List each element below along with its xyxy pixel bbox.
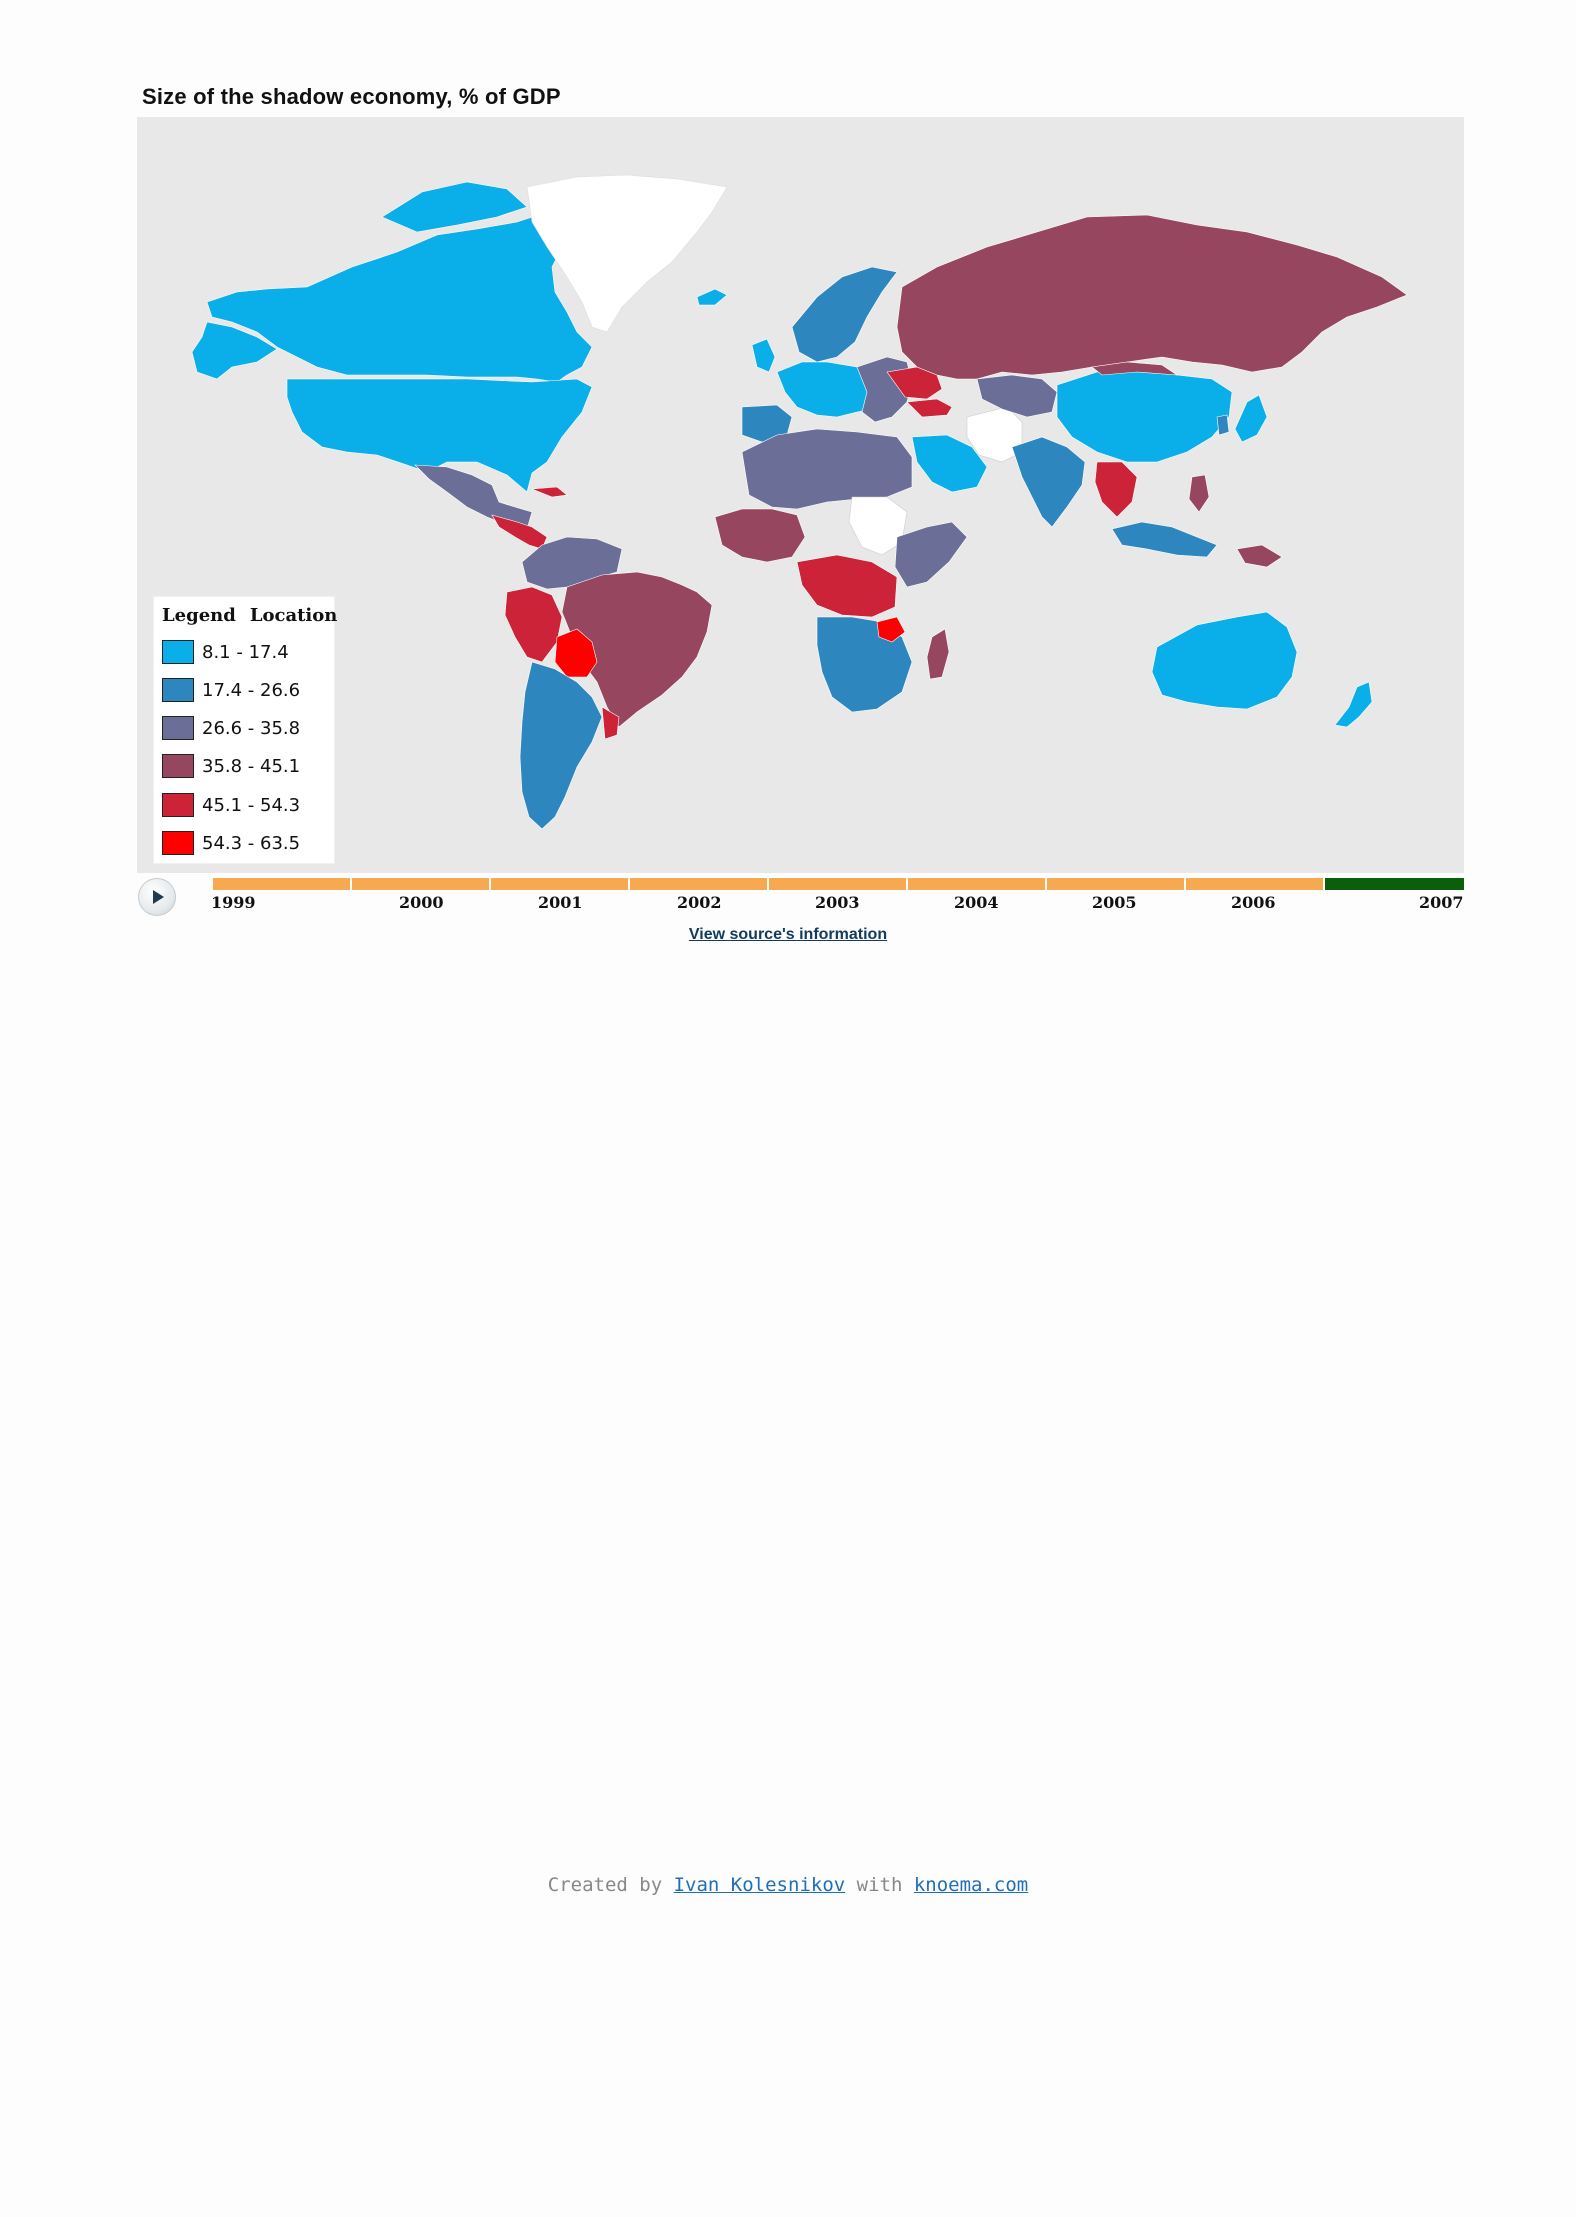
region-scandinavia[interactable] (791, 266, 898, 363)
timeline-year-label[interactable]: 2000 (399, 893, 444, 912)
timeline-segment-2005[interactable] (1047, 878, 1186, 890)
timeline-segment-2006[interactable] (1186, 878, 1325, 890)
region-usa[interactable] (286, 378, 593, 493)
region-central-africa[interactable] (796, 554, 898, 618)
region-china[interactable] (1056, 368, 1233, 463)
region-turkey-caucasus[interactable] (906, 398, 953, 418)
world-map[interactable] (137, 117, 1464, 873)
timeline-segment-2007[interactable] (1325, 878, 1464, 890)
timeline-year-label[interactable]: 2003 (815, 893, 860, 912)
legend-item[interactable]: 8.1 - 17.4 (162, 639, 289, 665)
region-japan[interactable] (1234, 394, 1268, 443)
region-uk-ireland[interactable] (751, 338, 776, 373)
region-new-zealand[interactable] (1334, 681, 1373, 728)
legend-header-location: Location (249, 605, 338, 626)
legend-panel: Legend Location 8.1 - 17.4 17.4 - 26.6 26… (153, 596, 337, 864)
legend-item-label: 8.1 - 17.4 (202, 641, 289, 663)
region-saudi[interactable] (911, 434, 988, 493)
legend-header: Legend Location (162, 605, 351, 626)
region-uruguay-paraguay[interactable] (601, 706, 620, 740)
legend-item[interactable]: 35.8 - 45.1 (162, 753, 300, 779)
timeline-segment-1999[interactable] (213, 878, 352, 890)
play-button[interactable] (138, 878, 176, 916)
credit-middle: with (845, 1874, 914, 1896)
credit-line: Created by Ivan Kolesnikov with knoema.c… (0, 1874, 1576, 1896)
region-mongolia[interactable] (1091, 361, 1179, 376)
legend-item-label: 35.8 - 45.1 (202, 755, 301, 777)
region-canada-islands[interactable] (381, 181, 528, 233)
region-central-asia[interactable] (976, 374, 1058, 418)
region-bolivia[interactable] (554, 628, 598, 678)
region-venezuela-colombia[interactable] (521, 536, 623, 590)
legend-swatch (162, 754, 194, 778)
timeline-year-label[interactable]: 2006 (1231, 893, 1276, 912)
timeline-year-label[interactable]: 2002 (677, 893, 722, 912)
region-caribbean[interactable] (531, 486, 568, 498)
view-source-link-text[interactable]: View source's information (688, 926, 888, 943)
region-greenland[interactable] (526, 174, 728, 333)
timeline-year-label[interactable]: 2004 (954, 893, 999, 912)
region-philippines[interactable] (1188, 474, 1210, 513)
legend-item[interactable]: 17.4 - 26.6 (162, 677, 300, 703)
region-argentina-chile[interactable] (519, 661, 603, 830)
legend-swatch (162, 716, 194, 740)
legend-swatch (162, 831, 194, 855)
region-north-africa[interactable] (741, 428, 913, 510)
legend-swatch (162, 640, 194, 664)
legend-swatch (162, 678, 194, 702)
timeline-segment-2003[interactable] (769, 878, 908, 890)
region-madagascar[interactable] (926, 628, 950, 680)
region-zimbabwe[interactable] (876, 616, 906, 643)
view-source-link[interactable]: View source's information (0, 926, 1576, 944)
timeline-year-label[interactable]: 1999 (211, 893, 256, 912)
legend-item-label: 54.3 - 63.5 (202, 832, 301, 854)
knoema-link[interactable]: knoema.com (913, 1874, 1029, 1896)
region-korea[interactable] (1216, 414, 1230, 436)
legend-item[interactable]: 54.3 - 63.5 (162, 830, 300, 856)
region-east-africa[interactable] (894, 521, 968, 588)
region-peru[interactable] (504, 586, 563, 663)
play-icon (153, 890, 164, 904)
legend-item[interactable]: 45.1 - 54.3 (162, 792, 300, 818)
region-australia[interactable] (1151, 611, 1298, 710)
author-link[interactable]: Ivan Kolesnikov (673, 1874, 846, 1896)
region-iceland[interactable] (696, 288, 728, 306)
region-indonesia[interactable] (1111, 521, 1218, 558)
legend-item-label: 45.1 - 54.3 (202, 794, 301, 816)
region-png[interactable] (1236, 544, 1283, 568)
timeline-bar[interactable] (213, 878, 1464, 890)
region-mexico[interactable] (414, 464, 533, 530)
region-sudan[interactable] (848, 496, 908, 556)
legend-header-label: Legend (162, 605, 236, 626)
timeline-segment-2002[interactable] (630, 878, 769, 890)
region-india[interactable] (1011, 436, 1086, 528)
timeline-year-label[interactable]: 2007 (1419, 893, 1464, 912)
timeline-year-label[interactable]: 2001 (538, 893, 583, 912)
map-title: Size of the shadow economy, % of GDP (142, 84, 561, 109)
region-southeast-asia[interactable] (1094, 461, 1138, 518)
timeline-year-label[interactable]: 2005 (1092, 893, 1137, 912)
legend-item-label: 17.4 - 26.6 (202, 679, 301, 701)
timeline-segment-2004[interactable] (908, 878, 1047, 890)
legend-item-label: 26.6 - 35.8 (202, 717, 301, 739)
region-alaska[interactable] (191, 321, 278, 380)
legend-swatch (162, 793, 194, 817)
timeline-segment-2001[interactable] (491, 878, 630, 890)
legend-item[interactable]: 26.6 - 35.8 (162, 715, 300, 741)
timeline-segment-2000[interactable] (352, 878, 491, 890)
region-west-africa[interactable] (714, 508, 806, 563)
region-russia[interactable] (896, 214, 1408, 380)
credit-prefix: Created by (547, 1874, 674, 1896)
